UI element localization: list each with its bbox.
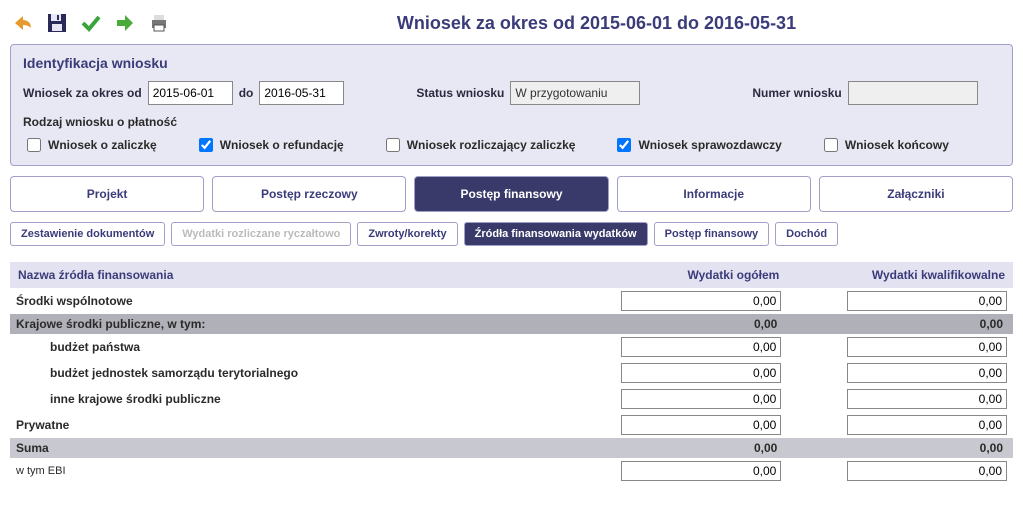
status-label: Status wniosku xyxy=(416,86,504,100)
toolbar: Wniosek za okres od 2015-06-01 do 2016-0… xyxy=(10,10,1013,36)
check-zaliczke[interactable] xyxy=(27,138,41,152)
check-koncowy-label: Wniosek końcowy xyxy=(845,138,949,152)
table-row: Suma0,000,00 xyxy=(10,438,1013,458)
row-eligible-input[interactable] xyxy=(847,363,1007,383)
check-refundacje[interactable] xyxy=(199,138,213,152)
row-label: budżet jednostek samorządu terytorialneg… xyxy=(10,360,562,386)
print-icon[interactable] xyxy=(146,10,172,36)
row-eligible-input[interactable] xyxy=(847,461,1007,481)
type-label: Rodzaj wniosku o płatność xyxy=(23,115,1000,129)
check-sprawozdawczy[interactable] xyxy=(617,138,631,152)
tab-projekt[interactable]: Projekt xyxy=(10,176,204,212)
undo-icon[interactable] xyxy=(10,10,36,36)
row-label: inne krajowe środki publiczne xyxy=(10,386,562,412)
subtab-zwroty[interactable]: Zwroty/korekty xyxy=(357,222,457,246)
row-v1: 0,00 xyxy=(562,314,788,334)
row-label: Krajowe środki publiczne, w tym: xyxy=(10,314,562,334)
table-row: Krajowe środki publiczne, w tym:0,000,00 xyxy=(10,314,1013,334)
table-row: inne krajowe środki publiczne xyxy=(10,386,1013,412)
check-rozliczajacy-label: Wniosek rozliczający zaliczkę xyxy=(407,138,576,152)
subtab-dochod[interactable]: Dochód xyxy=(775,222,838,246)
check-koncowy[interactable] xyxy=(824,138,838,152)
main-tabs: Projekt Postęp rzeczowy Postęp finansowy… xyxy=(10,176,1013,212)
number-input xyxy=(848,81,978,105)
check-rozliczajacy[interactable] xyxy=(386,138,400,152)
table-row: budżet jednostek samorządu terytorialneg… xyxy=(10,360,1013,386)
row-v2: 0,00 xyxy=(787,438,1013,458)
row-label: w tym EBI xyxy=(10,458,562,484)
table-row: Prywatne xyxy=(10,412,1013,438)
row-eligible-input[interactable] xyxy=(847,389,1007,409)
tab-informacje[interactable]: Informacje xyxy=(617,176,811,212)
identification-panel: Identyfikacja wniosku Wniosek za okres o… xyxy=(10,44,1013,166)
period-from-label: Wniosek za okres od xyxy=(23,86,142,100)
row-label: budżet państwa xyxy=(10,334,562,360)
tab-zalaczniki[interactable]: Załączniki xyxy=(819,176,1013,212)
tab-postep-rzeczowy[interactable]: Postęp rzeczowy xyxy=(212,176,406,212)
row-total-input[interactable] xyxy=(621,337,781,357)
col-total: Wydatki ogółem xyxy=(562,262,788,288)
table-row: Środki wspólnotowe xyxy=(10,288,1013,314)
col-eligible: Wydatki kwalifikowalne xyxy=(787,262,1013,288)
row-total-input[interactable] xyxy=(621,363,781,383)
check-sprawozdawczy-label: Wniosek sprawozdawczy xyxy=(638,138,781,152)
col-name: Nazwa źródła finansowania xyxy=(10,262,562,288)
date-to-input[interactable] xyxy=(259,81,344,105)
table-row: budżet państwa xyxy=(10,334,1013,360)
forward-icon[interactable] xyxy=(112,10,138,36)
row-v1: 0,00 xyxy=(562,438,788,458)
tab-postep-finansowy[interactable]: Postęp finansowy xyxy=(414,176,608,212)
subtab-zestawienie[interactable]: Zestawienie dokumentów xyxy=(10,222,165,246)
date-from-input[interactable] xyxy=(148,81,233,105)
row-eligible-input[interactable] xyxy=(847,291,1007,311)
page-title: Wniosek za okres od 2015-06-01 do 2016-0… xyxy=(180,13,1013,34)
row-eligible-input[interactable] xyxy=(847,415,1007,435)
check-zaliczke-label: Wniosek o zaliczkę xyxy=(48,138,157,152)
row-total-input[interactable] xyxy=(621,461,781,481)
row-label: Suma xyxy=(10,438,562,458)
row-total-input[interactable] xyxy=(621,415,781,435)
sub-tabs: Zestawienie dokumentów Wydatki rozliczan… xyxy=(10,222,1013,246)
status-input xyxy=(510,81,640,105)
row-eligible-input[interactable] xyxy=(847,337,1007,357)
subtab-ryczalt: Wydatki rozliczane ryczałtowo xyxy=(171,222,351,246)
row-total-input[interactable] xyxy=(621,389,781,409)
save-icon[interactable] xyxy=(44,10,70,36)
period-to-label: do xyxy=(239,86,254,100)
row-total-input[interactable] xyxy=(621,291,781,311)
check-icon[interactable] xyxy=(78,10,104,36)
row-label: Środki wspólnotowe xyxy=(10,288,562,314)
subtab-postep-fin[interactable]: Postęp finansowy xyxy=(654,222,770,246)
table-row: w tym EBI xyxy=(10,458,1013,484)
financing-table: Nazwa źródła finansowania Wydatki ogółem… xyxy=(10,262,1013,484)
row-v2: 0,00 xyxy=(787,314,1013,334)
subtab-zrodla[interactable]: Źródła finansowania wydatków xyxy=(464,222,648,246)
row-label: Prywatne xyxy=(10,412,562,438)
check-refundacje-label: Wniosek o refundację xyxy=(220,138,344,152)
panel-title: Identyfikacja wniosku xyxy=(23,55,1000,71)
number-label: Numer wniosku xyxy=(752,86,841,100)
